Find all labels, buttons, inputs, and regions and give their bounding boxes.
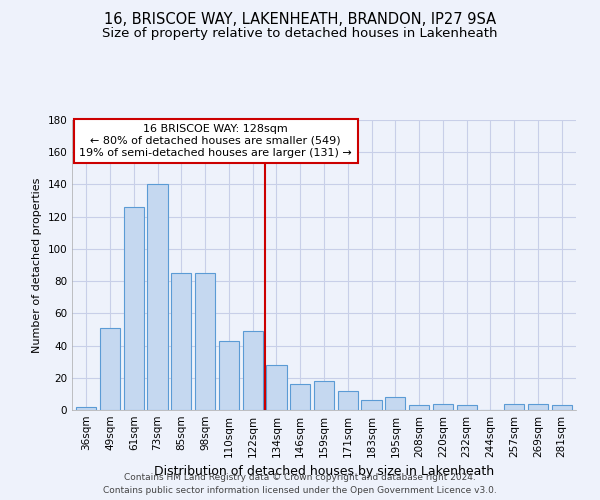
Bar <box>195 273 215 410</box>
Bar <box>409 405 429 410</box>
Bar <box>314 381 334 410</box>
Text: Contains HM Land Registry data © Crown copyright and database right 2024.
Contai: Contains HM Land Registry data © Crown c… <box>103 474 497 495</box>
Bar <box>385 397 406 410</box>
Bar <box>100 328 120 410</box>
Text: 16, BRISCOE WAY, LAKENHEATH, BRANDON, IP27 9SA: 16, BRISCOE WAY, LAKENHEATH, BRANDON, IP… <box>104 12 496 28</box>
Bar <box>338 390 358 410</box>
Bar <box>551 405 572 410</box>
Bar <box>76 407 97 410</box>
Bar <box>242 331 263 410</box>
Bar <box>290 384 310 410</box>
Bar <box>124 207 144 410</box>
Bar <box>528 404 548 410</box>
Bar <box>433 404 453 410</box>
Y-axis label: Number of detached properties: Number of detached properties <box>32 178 42 352</box>
Bar <box>457 405 477 410</box>
Bar <box>171 273 191 410</box>
Bar <box>361 400 382 410</box>
Bar <box>504 404 524 410</box>
Text: 16 BRISCOE WAY: 128sqm
← 80% of detached houses are smaller (549)
19% of semi-de: 16 BRISCOE WAY: 128sqm ← 80% of detached… <box>79 124 352 158</box>
Bar <box>219 340 239 410</box>
Bar <box>148 184 167 410</box>
Bar <box>266 365 287 410</box>
Text: Size of property relative to detached houses in Lakenheath: Size of property relative to detached ho… <box>102 28 498 40</box>
X-axis label: Distribution of detached houses by size in Lakenheath: Distribution of detached houses by size … <box>154 466 494 478</box>
